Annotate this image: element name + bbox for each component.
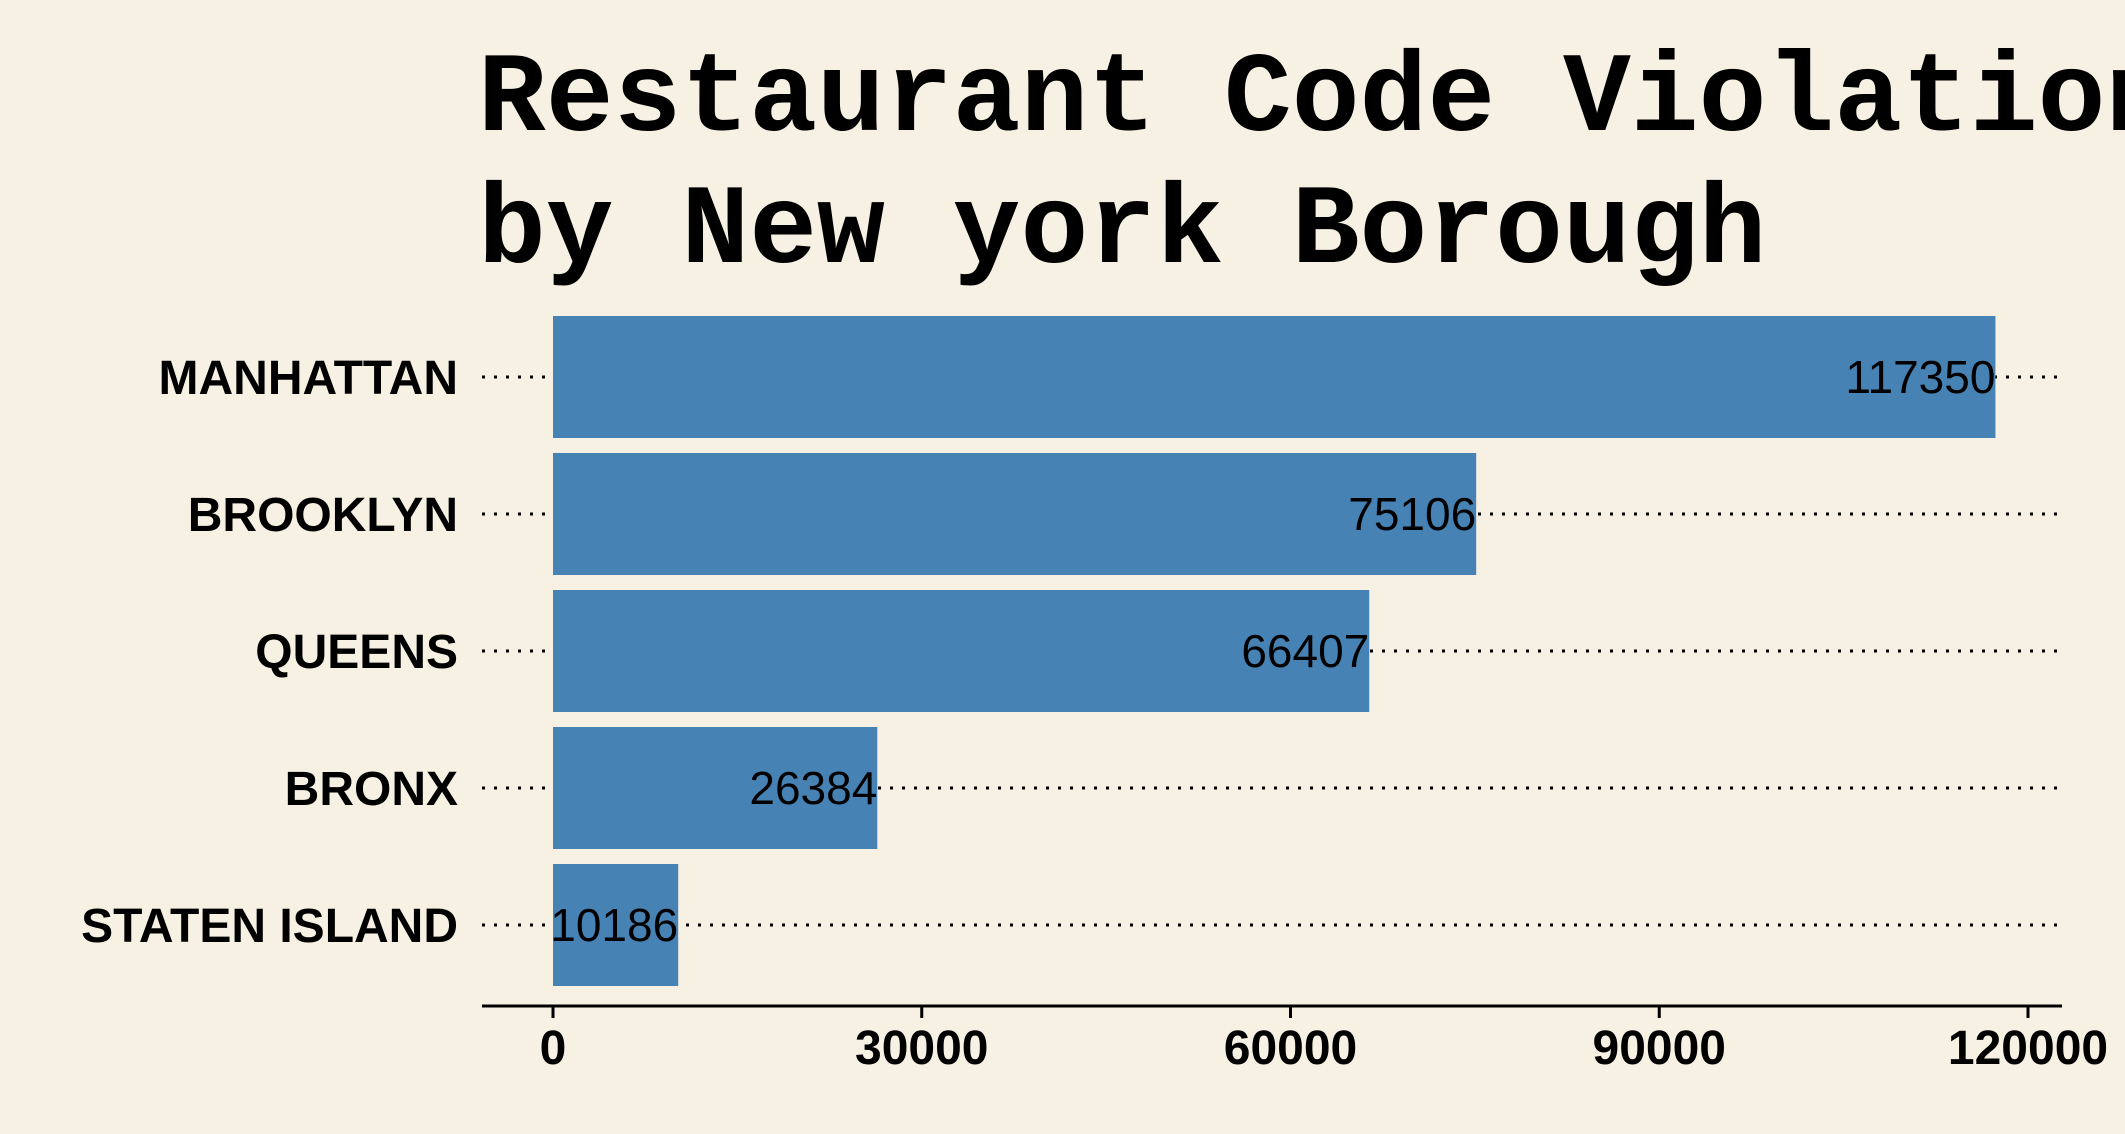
value-label: 26384	[749, 762, 877, 814]
category-label: STATEN ISLAND	[81, 900, 458, 953]
bar	[553, 316, 1996, 438]
x-tick-label: 60000	[1224, 1022, 1357, 1075]
category-label: BROOKLYN	[188, 489, 458, 542]
category-label: MANHATTAN	[159, 352, 458, 405]
chart-title-line-2: by New york Borough	[478, 168, 1766, 296]
category-label: QUEENS	[255, 626, 458, 679]
x-tick-label: 0	[540, 1022, 567, 1075]
bar	[553, 590, 1370, 712]
category-label: BRONX	[285, 763, 458, 816]
chart-title-line-1: Restaurant Code Violations	[478, 36, 2125, 164]
value-label: 66407	[1241, 625, 1369, 677]
bar	[553, 864, 679, 986]
x-tick-label: 90000	[1593, 1022, 1726, 1075]
bar	[553, 727, 878, 849]
value-label: 75106	[1348, 488, 1476, 540]
bar	[553, 453, 1477, 575]
x-tick-label: 120000	[1948, 1022, 2108, 1075]
value-label: 117350	[1845, 351, 1995, 403]
value-label: 10186	[550, 899, 678, 951]
x-tick-label: 30000	[855, 1022, 988, 1075]
